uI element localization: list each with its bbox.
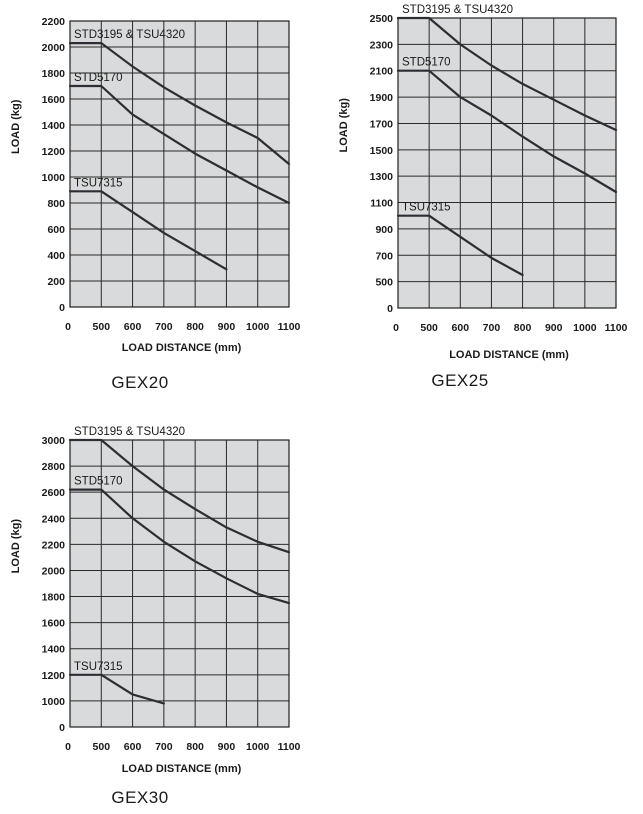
y-tick-label: 800 [47, 198, 65, 210]
y-tick-label: 600 [47, 224, 65, 236]
series-label: TSU7315 [74, 177, 123, 189]
x-tick-label: 0 [65, 741, 71, 753]
x-axis-label: LOAD DISTANCE (mm) [449, 349, 569, 361]
chart-title: GEX20 [111, 373, 168, 392]
series-label: STD5170 [74, 476, 123, 488]
plot-area [398, 18, 616, 308]
y-tick-label: 900 [375, 224, 393, 236]
x-tick-label: 1000 [246, 321, 270, 333]
y-tick-label: 1500 [370, 145, 394, 157]
chart-gex20: 0 200 400 600 800 1000 1200 1400 1600 1800 2000 220… [0, 0, 320, 400]
x-tick-label: 800 [186, 321, 204, 333]
series-line [68, 673, 165, 705]
y-tick-label: 0 [387, 303, 393, 315]
x-tick-label: 600 [124, 741, 142, 753]
y-tick-label: 3000 [42, 435, 66, 447]
x-axis-label: LOAD DISTANCE (mm) [122, 763, 242, 775]
y-axis-label: LOAD (kg) [10, 99, 22, 154]
y-tick-label: 2200 [42, 539, 66, 551]
x-tick-label: 500 [420, 322, 438, 334]
chart-gex25-svg: 0 500 700 900 1100 1300 1500 1700 1900 2100 2300 25… [338, 4, 628, 390]
series-line [68, 41, 291, 166]
y-tick-label: 1600 [42, 618, 66, 630]
y-tick-label: 0 [59, 302, 65, 314]
series-label: TSU7315 [74, 661, 123, 673]
series-label: TSU7315 [402, 202, 451, 214]
chart-gex20-svg: 0 200 400 600 800 1000 1200 1400 1600 1800 2000 220… [10, 16, 301, 392]
chart-gex30-svg: 0 1000 1200 1400 1600 1800 2000 2200 2400 2600 280… [10, 426, 301, 807]
x-tick-label: 500 [93, 321, 111, 333]
x-tick-label: 600 [124, 321, 142, 333]
series-line [68, 488, 291, 605]
y-tick-label: 1000 [42, 696, 66, 708]
y-tick-label: 500 [375, 277, 393, 289]
y-tick-label: 2300 [370, 39, 394, 51]
y-tick-label: 1800 [42, 68, 66, 80]
series-label: STD3195 & TSU4320 [402, 4, 513, 16]
x-tick-label: 900 [218, 741, 236, 753]
y-tick-label: 1600 [42, 94, 66, 106]
x-tick-label: 1100 [278, 741, 301, 753]
series-line [68, 438, 291, 554]
series-line [396, 69, 618, 194]
series-label: STD3195 & TSU4320 [74, 29, 185, 41]
y-tick-label: 1100 [370, 198, 393, 210]
x-tick-label: 700 [483, 322, 501, 334]
y-tick-label: 1800 [42, 592, 66, 604]
y-tick-label: 1000 [42, 172, 66, 184]
series-line [68, 84, 291, 205]
y-tick-label: 1700 [370, 118, 394, 130]
y-tick-label: 400 [47, 250, 65, 262]
series-label: STD5170 [74, 72, 123, 84]
chart-gex30: 0 1000 1200 1400 1600 1800 2000 2200 2400 2600 280… [0, 410, 320, 814]
x-tick-label: 1000 [573, 322, 597, 334]
y-tick-label: 1400 [42, 120, 66, 132]
y-tick-label: 0 [59, 722, 65, 734]
y-tick-label: 2000 [42, 42, 66, 54]
y-tick-label: 2000 [42, 565, 66, 577]
y-axis-label: LOAD (kg) [10, 519, 22, 574]
x-tick-label: 500 [93, 741, 111, 753]
y-tick-label: 1300 [370, 171, 394, 183]
x-tick-label: 700 [155, 321, 173, 333]
x-tick-label: 900 [218, 321, 236, 333]
y-tick-label: 2600 [42, 487, 66, 499]
y-tick-label: 2200 [42, 16, 66, 28]
plot-area [70, 21, 289, 307]
y-tick-label: 1200 [42, 670, 66, 682]
series-line [396, 214, 524, 277]
series-label: STD3195 & TSU4320 [74, 426, 185, 438]
y-tick-label: 200 [47, 276, 65, 288]
x-tick-label: 1100 [278, 321, 301, 333]
chart-gex25: 0 500 700 900 1100 1300 1500 1700 1900 2100 2300 25… [330, 0, 643, 400]
x-tick-label: 1000 [246, 741, 270, 753]
x-axis-label: LOAD DISTANCE (mm) [122, 342, 242, 354]
chart-title: GEX30 [111, 788, 168, 807]
y-tick-label: 2100 [370, 66, 394, 78]
series-label: STD5170 [402, 57, 451, 69]
plot-frame [397, 17, 617, 309]
x-tick-label: 600 [452, 322, 470, 334]
y-tick-label: 2800 [42, 461, 66, 473]
x-tick-label: 1100 [605, 322, 628, 334]
chart-title: GEX25 [431, 371, 488, 390]
y-tick-label: 1400 [42, 644, 66, 656]
plot-frame [69, 439, 290, 728]
series-line [396, 16, 618, 132]
y-axis-label: LOAD (kg) [338, 98, 350, 153]
y-tick-label: 1200 [42, 146, 66, 158]
y-tick-label: 1900 [370, 92, 394, 104]
x-tick-label: 900 [545, 322, 563, 334]
x-tick-label: 800 [514, 322, 532, 334]
y-tick-label: 700 [375, 250, 393, 262]
x-tick-label: 700 [155, 741, 173, 753]
x-tick-label: 800 [186, 741, 204, 753]
x-tick-label: 0 [393, 322, 399, 334]
y-tick-label: 2400 [42, 513, 66, 525]
y-tick-label: 2500 [370, 13, 394, 25]
x-tick-label: 0 [65, 321, 71, 333]
series-line [68, 190, 228, 271]
